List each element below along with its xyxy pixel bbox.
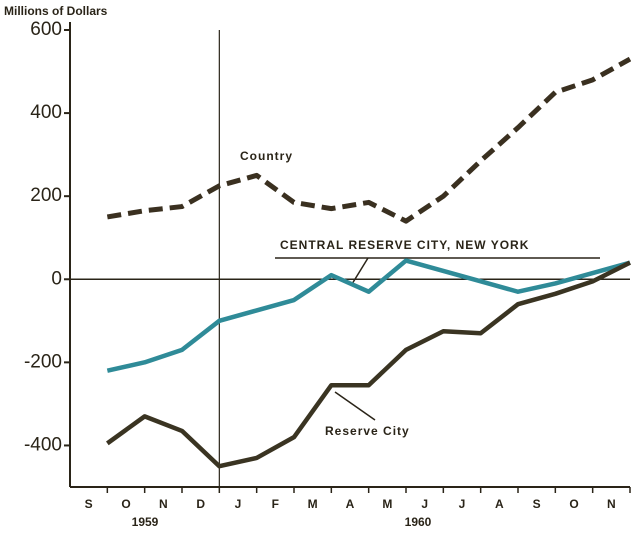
leader-line — [351, 257, 369, 285]
x-tick-label: A — [346, 497, 355, 511]
series-label: Country — [240, 149, 293, 163]
y-tick-label: 400 — [30, 102, 62, 123]
series-line — [106, 260, 631, 469]
x-tick-label: S — [85, 497, 93, 511]
axis-title: Millions of Dollars — [4, 4, 108, 18]
year-label: 1959 — [132, 515, 159, 529]
y-tick-label: 200 — [30, 185, 62, 206]
x-tick-label: D — [196, 497, 205, 511]
x-tick-label: A — [495, 497, 504, 511]
x-tick-label: J — [421, 497, 428, 511]
x-tick-label: F — [272, 497, 279, 511]
x-tick-label: M — [308, 497, 318, 511]
year-label: 1960 — [405, 515, 432, 529]
series-line — [106, 56, 631, 224]
x-tick-label: O — [569, 497, 578, 511]
y-tick-label: -400 — [24, 434, 62, 455]
x-tick-label: M — [382, 497, 392, 511]
series-line — [106, 258, 631, 373]
series-label: CENTRAL RESERVE CITY, NEW YORK — [280, 238, 529, 252]
series-label: Reserve City — [325, 424, 410, 438]
y-tick-label: 0 — [51, 268, 62, 289]
x-tick-label: J — [459, 497, 466, 511]
leader-line — [334, 391, 376, 421]
y-tick-label: 600 — [30, 19, 62, 40]
x-tick-label: N — [159, 497, 168, 511]
y-tick-label: -200 — [24, 351, 62, 372]
x-tick-label: S — [533, 497, 541, 511]
x-tick-label: N — [607, 497, 616, 511]
x-tick-label: J — [235, 497, 242, 511]
x-tick-label: O — [121, 497, 130, 511]
